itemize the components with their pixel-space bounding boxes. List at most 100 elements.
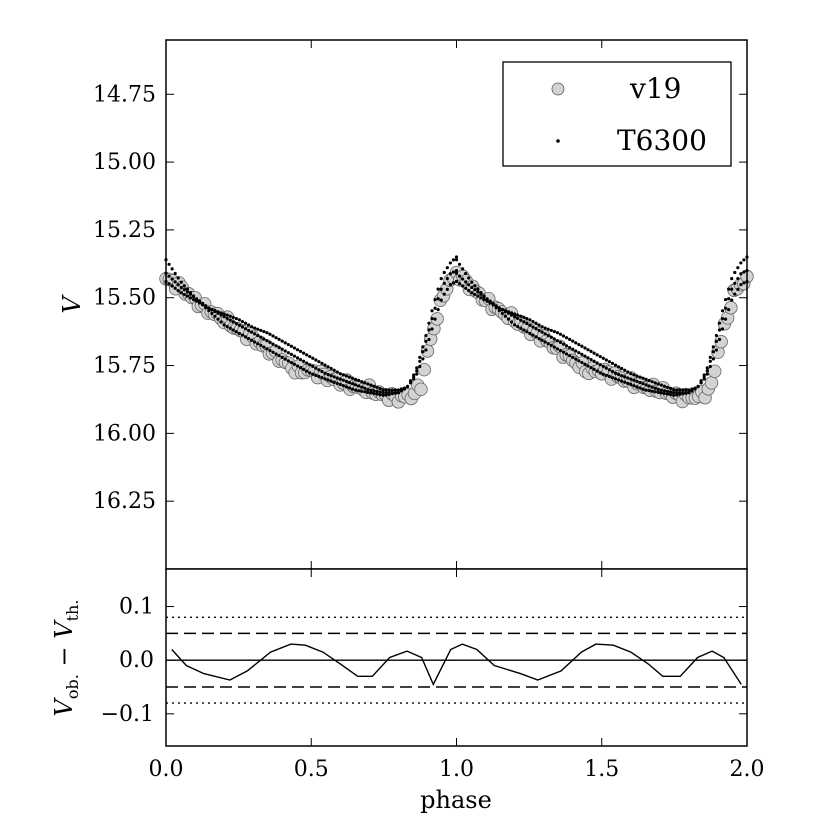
T6300-point	[549, 335, 553, 339]
T6300-point	[543, 326, 547, 330]
bottom-plot-marks	[171, 643, 742, 686]
T6300-point	[375, 389, 379, 393]
T6300-point	[436, 308, 440, 312]
T6300-point	[357, 378, 361, 383]
T6300-point	[302, 359, 306, 363]
T6300-point	[555, 347, 560, 351]
T6300-point	[344, 374, 349, 378]
T6300-point	[216, 310, 220, 314]
T6300-point	[693, 386, 697, 390]
T6300-point	[564, 352, 569, 356]
T6300-point	[308, 371, 312, 375]
T6300-point	[454, 258, 459, 262]
T6300-point	[470, 280, 474, 284]
T6300-point	[363, 386, 367, 390]
T6300-point	[234, 330, 238, 334]
T6300-point	[653, 386, 657, 390]
T6300-point	[451, 258, 456, 262]
T6300-point	[571, 355, 575, 359]
T6300-point	[344, 379, 349, 383]
T6300-point	[320, 376, 324, 380]
T6300-point	[531, 319, 535, 324]
T6300-point	[384, 393, 388, 397]
T6300-point	[513, 323, 517, 327]
T6300-point	[641, 376, 645, 380]
T6300-point	[739, 272, 743, 276]
T6300-point	[476, 287, 480, 291]
top-y-tick-label: 14.75	[93, 82, 156, 107]
T6300-point	[363, 381, 367, 385]
T6300-point	[620, 379, 624, 383]
T6300-point	[558, 348, 563, 353]
T6300-point	[528, 318, 532, 322]
legend-marker-v19	[551, 82, 565, 96]
T6300-point	[335, 381, 339, 385]
T6300-point	[723, 306, 728, 310]
T6300-point	[219, 311, 223, 315]
T6300-point	[396, 391, 400, 395]
T6300-point	[598, 354, 602, 359]
T6300-point	[393, 388, 397, 392]
T6300-point	[659, 383, 663, 387]
T6300-point	[613, 363, 618, 367]
T6300-point	[424, 333, 428, 338]
T6300-point	[470, 285, 474, 290]
T6300-point	[546, 342, 550, 346]
T6300-point	[329, 374, 333, 378]
T6300-point	[457, 282, 462, 286]
T6300-point	[375, 392, 379, 396]
T6300-point	[623, 368, 627, 372]
T6300-point	[528, 331, 532, 336]
T6300-point	[185, 290, 190, 294]
T6300-point	[711, 345, 715, 349]
T6300-point	[525, 316, 529, 321]
T6300-point	[632, 378, 636, 382]
T6300-point	[672, 393, 676, 397]
T6300-point	[421, 357, 425, 361]
T6300-point	[228, 318, 232, 322]
T6300-point	[727, 287, 731, 291]
T6300-point	[170, 284, 174, 288]
T6300-point	[647, 389, 651, 393]
T6300-point	[525, 330, 529, 334]
T6300-point	[219, 320, 223, 324]
T6300-point	[711, 350, 715, 354]
bottom-reference-lines	[166, 616, 747, 704]
T6300-point	[659, 388, 663, 392]
T6300-point	[586, 348, 590, 352]
T6300-point	[534, 335, 538, 339]
T6300-point	[271, 334, 275, 338]
T6300-point	[473, 292, 477, 297]
T6300-point	[167, 262, 171, 266]
legend-label-t6300: T6300	[617, 124, 707, 157]
T6300-point	[271, 350, 275, 354]
T6300-point	[589, 366, 593, 370]
T6300-point	[626, 381, 630, 385]
T6300-point	[494, 304, 498, 309]
T6300-point	[555, 339, 560, 343]
T6300-point	[366, 387, 370, 391]
T6300-point	[170, 277, 174, 281]
T6300-point	[519, 326, 523, 330]
T6300-point	[191, 294, 196, 298]
T6300-point	[736, 266, 740, 270]
T6300-point	[335, 376, 339, 380]
T6300-point	[684, 388, 688, 392]
T6300-point	[243, 321, 248, 325]
bottom-y-tick-label: 0.0	[119, 648, 154, 673]
T6300-point	[690, 387, 694, 391]
T6300-point	[256, 333, 260, 338]
T6300-point	[632, 384, 636, 388]
T6300-point	[320, 369, 324, 374]
T6300-point	[464, 271, 468, 276]
T6300-point	[222, 315, 226, 319]
T6300-point	[678, 388, 682, 392]
T6300-point	[638, 380, 642, 385]
T6300-point	[421, 350, 425, 354]
T6300-point	[537, 336, 541, 341]
T6300-point	[372, 389, 376, 393]
T6300-point	[629, 377, 633, 381]
T6300-point	[179, 285, 183, 290]
T6300-point	[662, 391, 667, 396]
T6300-point	[665, 389, 670, 393]
